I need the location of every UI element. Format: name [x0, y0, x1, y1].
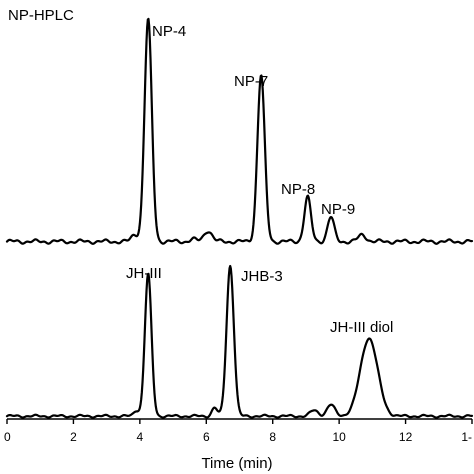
x-tick-label: 10 — [332, 430, 346, 444]
x-tick-label: 6 — [203, 430, 210, 444]
peak-label: JH-III — [126, 265, 162, 282]
peak-label: NP-4 — [152, 23, 186, 40]
x-tick-label: 12 — [399, 430, 413, 444]
x-tick-label: 0 — [4, 430, 11, 444]
x-axis: 0 2 4 6 8 10 12 1- — [4, 418, 473, 444]
x-axis-title: Time (min) — [201, 455, 272, 472]
x-tick-label: 4 — [137, 430, 144, 444]
x-tick-label: 2 — [70, 430, 77, 444]
traces-layer — [5, 17, 474, 419]
peak-label: NP-9 — [321, 201, 355, 218]
peak-label: JHB-3 — [241, 268, 283, 285]
labels-layer: NP-HPLC NP-4 NP-7 NP-8 NP-9 JH-III JHB-3 JH-III… — [8, 7, 393, 336]
x-tick-label: 8 — [269, 430, 276, 444]
trace-series-1 — [5, 17, 474, 245]
x-tick-label: 1- — [461, 430, 472, 444]
peak-label: JH-III diol — [330, 319, 393, 336]
series-name-label: NP-HPLC — [8, 7, 74, 24]
peak-label: NP-8 — [281, 181, 315, 198]
peak-label: NP-7 — [234, 73, 268, 90]
trace-series-2 — [5, 264, 474, 419]
